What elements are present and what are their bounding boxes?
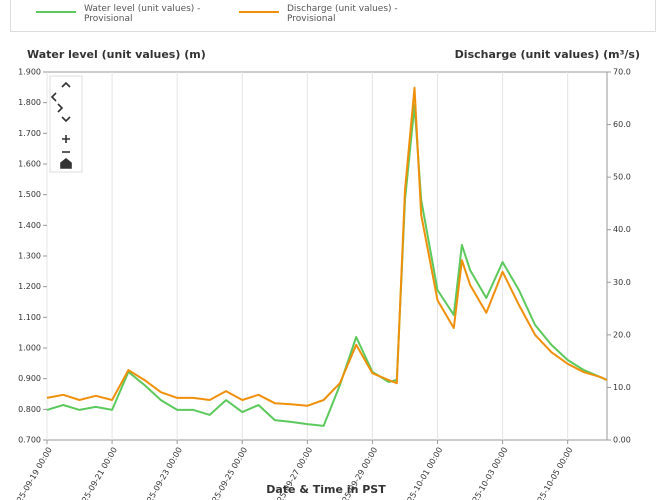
y-tick-label: 0.800: [18, 405, 41, 414]
y2-tick-label: 10.0: [613, 383, 631, 392]
pan-right[interactable]: [57, 103, 64, 113]
zoom-in[interactable]: [62, 135, 70, 143]
x-tick-label: 2025-10-01 00:00: [401, 446, 445, 500]
legend: Water level (unit values) - Provisional D…: [10, 0, 656, 32]
x-tick-label: 2025-09-25 00:00: [205, 446, 249, 500]
x-tick-label: 2025-10-03 00:00: [466, 446, 510, 500]
legend-item[interactable]: Discharge (unit values) - Provisional: [239, 4, 447, 24]
legend-label: Water level (unit values) - Provisional: [84, 4, 201, 24]
plot-frame: [46, 71, 608, 441]
y2-tick-label: 60.0: [613, 120, 631, 129]
series-line: [46, 104, 608, 427]
y2-tick-label: 70.0: [613, 68, 631, 77]
y-tick-label: 1.600: [18, 160, 41, 169]
y-tick-label: 1.100: [18, 313, 41, 322]
legend-swatch: [36, 11, 76, 13]
x-tick-label: 2025-09-21 00:00: [75, 446, 119, 500]
y-tick-label: 1.000: [18, 344, 41, 353]
x-tick-label: 2025-09-19 00:00: [10, 446, 54, 500]
x-axis-title: Date & Time in PST: [266, 483, 386, 496]
legend-item[interactable]: Water level (unit values) - Provisional: [36, 4, 244, 24]
y-tick-label: 1.300: [18, 252, 41, 261]
y2-tick-label: 50.0: [613, 173, 631, 182]
reset-home[interactable]: [60, 157, 72, 169]
x-tick-label: 2025-09-23 00:00: [140, 446, 184, 500]
y2-tick-label: 0.00: [613, 436, 631, 445]
pan-down[interactable]: [61, 116, 71, 123]
y2-tick-label: 20.0: [613, 330, 631, 339]
legend-swatch: [239, 11, 279, 13]
y-tick-label: 1.200: [18, 282, 41, 291]
pan-up[interactable]: [61, 81, 71, 88]
x-tick-label: 2025-10-05 00:00: [531, 446, 575, 500]
series-line: [46, 86, 608, 407]
y-tick-label: 0.700: [18, 436, 41, 445]
y2-tick-label: 40.0: [613, 225, 631, 234]
y-tick-label: 1.500: [18, 190, 41, 199]
y-tick-label: 1.900: [18, 68, 41, 77]
y2-axis-title: Discharge (unit values) (m³/s): [455, 48, 640, 61]
y-tick-label: 1.800: [18, 98, 41, 107]
y2-tick-label: 30.0: [613, 278, 631, 287]
pan-left[interactable]: [50, 92, 57, 102]
y-axis-title: Water level (unit values) (m): [27, 48, 206, 61]
legend-label: Discharge (unit values) - Provisional: [287, 4, 398, 24]
y-tick-label: 0.900: [18, 374, 41, 383]
nav-controls[interactable]: [49, 75, 83, 173]
y-tick-label: 1.400: [18, 221, 41, 230]
y-tick-label: 1.700: [18, 129, 41, 138]
